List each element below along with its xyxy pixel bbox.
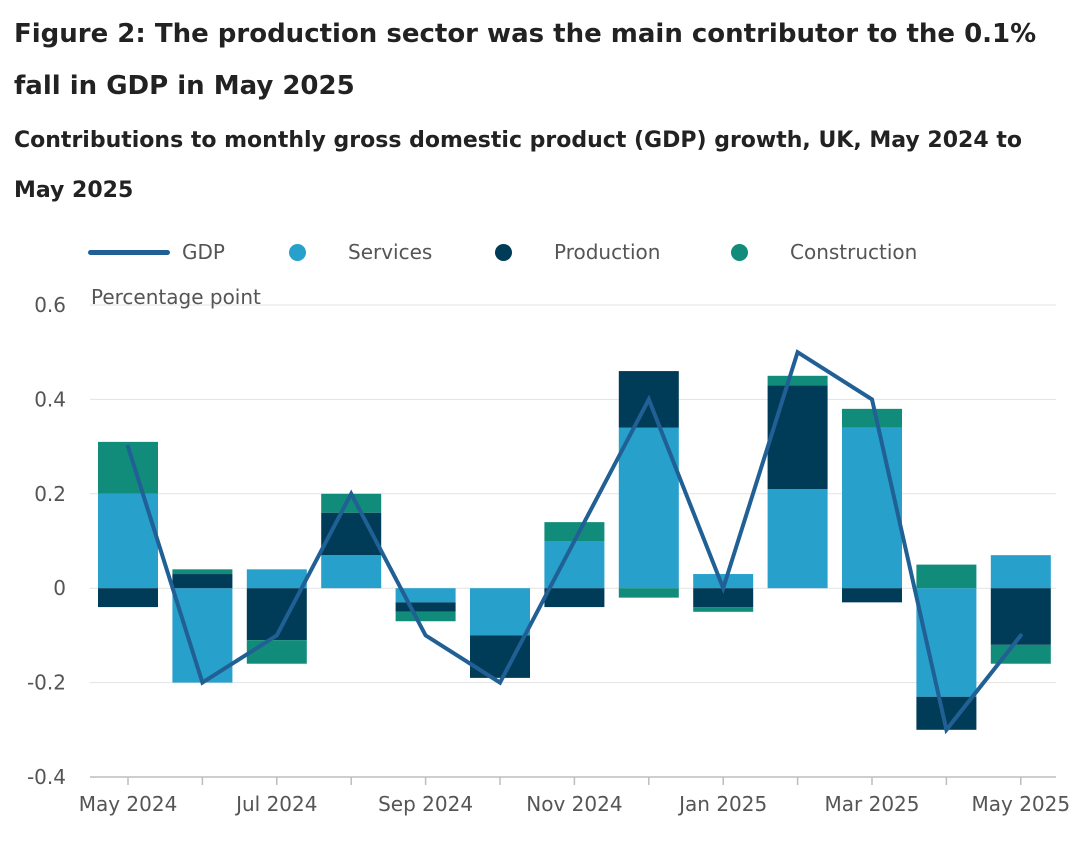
bar-services — [693, 574, 754, 589]
bar-construction — [395, 611, 456, 622]
stacked-bar-line-chart: -0.4 -0.2 0 0.2 0.4 0.6 May 2024 Jul 2024 Sep 20… — [27, 285, 1070, 816]
bar-construction — [172, 569, 233, 575]
bar-services — [767, 489, 828, 589]
bar-production — [693, 588, 754, 608]
bar-production — [395, 602, 456, 612]
y-axis-label: Percentage point — [91, 285, 261, 309]
bar-construction — [842, 408, 902, 428]
x-tick-label: Nov 2024 — [526, 792, 622, 816]
bar-production — [172, 574, 233, 589]
bar-services — [321, 555, 382, 589]
x-tick-label: Mar 2025 — [825, 792, 920, 816]
bar-construction — [246, 640, 307, 664]
bar-services — [990, 555, 1051, 589]
grid-layer — [90, 304, 1056, 684]
y-tick-label: 0.6 — [34, 293, 66, 317]
chart-title: Figure 2: The production sector was the … — [14, 19, 1037, 101]
legend-item-services: Services — [289, 232, 432, 272]
legend-label-construction: Construction — [790, 240, 918, 264]
bar-production — [767, 385, 828, 490]
line-layer — [126, 349, 1023, 735]
bar-services — [842, 427, 902, 589]
y-tick-label: -0.2 — [27, 671, 66, 695]
x-tick-label: Sep 2024 — [378, 792, 473, 816]
y-tick-label: 0.4 — [34, 387, 66, 411]
bar-construction — [767, 375, 828, 386]
chart-legend: GDP Services Production Construction — [88, 232, 1048, 272]
bar-services — [470, 588, 530, 636]
bar-construction — [321, 493, 382, 513]
legend-label-services: Services — [348, 240, 433, 264]
legend-label-gdp: GDP — [182, 240, 225, 264]
legend-dot-swatch — [289, 243, 306, 261]
bar-production — [98, 588, 158, 608]
chart-subtitle: Contributions to monthly gross domestic … — [14, 128, 1022, 203]
y-tick-label: 0 — [53, 576, 66, 600]
bar-production — [544, 588, 605, 608]
bar-construction — [916, 564, 977, 589]
bar-construction — [990, 644, 1051, 664]
legend-dot-swatch — [731, 243, 748, 261]
axis-layer: -0.4 -0.2 0 0.2 0.4 0.6 May 2024 Jul 2024 Sep 20… — [27, 293, 1070, 816]
gdp-line — [126, 349, 1023, 735]
x-tick-label: Jan 2025 — [677, 792, 767, 816]
legend-item-gdp: GDP — [88, 232, 225, 272]
legend-dot-swatch — [495, 243, 512, 261]
y-tick-label: 0.2 — [34, 482, 66, 506]
legend-item-production: Production — [495, 232, 660, 272]
legend-line-swatch — [88, 249, 170, 255]
x-tick-label: Jul 2024 — [234, 792, 317, 816]
legend-label-production: Production — [554, 240, 661, 264]
bar-construction — [618, 588, 679, 598]
y-tick-label: -0.4 — [27, 765, 66, 789]
bar-construction — [544, 522, 605, 541]
bar-services — [172, 588, 233, 683]
bar-services — [395, 588, 456, 603]
x-tick-label: May 2025 — [971, 792, 1070, 816]
bar-services — [246, 569, 307, 589]
bar-construction — [693, 607, 754, 612]
legend-item-construction: Construction — [731, 232, 917, 272]
bar-production — [842, 588, 902, 603]
x-tick-label: May 2024 — [79, 792, 178, 816]
